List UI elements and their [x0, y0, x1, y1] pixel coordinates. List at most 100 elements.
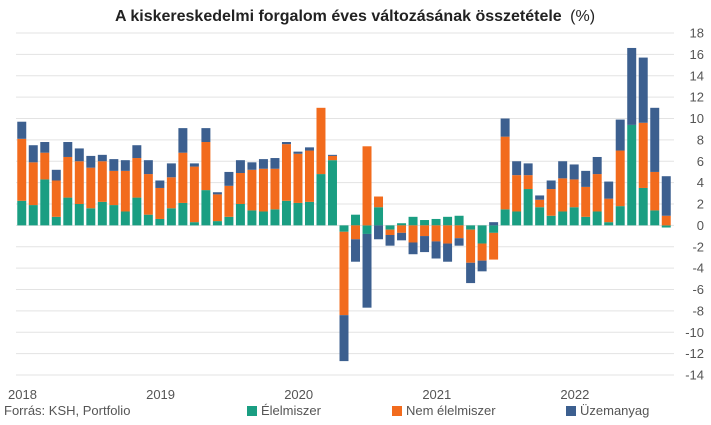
bar-segment	[178, 128, 188, 153]
bar-segment	[581, 186, 591, 217]
y-tick-label: 10	[690, 111, 704, 126]
bar-segment	[581, 170, 591, 187]
legend-item: Nem élelmiszer	[392, 403, 496, 418]
bar-segment	[374, 196, 384, 208]
bar-segment	[212, 192, 222, 195]
y-axis: -14 -12 -10 -8 -6 -4 -2 0 2 4 6 8 10 12 14 16 18	[685, 26, 704, 383]
bar-segment	[293, 151, 303, 154]
bar-segment	[17, 200, 27, 226]
bar-segment	[109, 170, 119, 206]
bar-segment	[51, 180, 61, 217]
bar-segment	[63, 197, 73, 226]
bar-segment	[40, 179, 50, 226]
bar-segment	[385, 234, 395, 246]
bar-segment	[650, 171, 660, 211]
bar-segment	[316, 174, 326, 226]
bar-segment	[408, 225, 418, 243]
bar-segment	[650, 210, 660, 226]
bar-segment	[166, 163, 176, 178]
bar-segment	[293, 202, 303, 226]
x-tick-label: 2021	[422, 387, 451, 402]
y-tick-label: 14	[690, 68, 704, 83]
bar-segment	[304, 150, 314, 202]
bar-segment	[627, 47, 637, 125]
bar-segment	[466, 262, 476, 284]
bar-segment	[97, 201, 107, 226]
bar-segment	[224, 171, 234, 186]
bar-segment	[535, 199, 545, 208]
bar-segment	[270, 158, 280, 169]
bar-segment	[281, 142, 291, 145]
bar-segment	[397, 232, 407, 241]
bar-segment	[397, 225, 407, 233]
bar-segment	[420, 220, 430, 226]
bar-segment	[258, 159, 268, 169]
bar-segment	[74, 161, 84, 204]
y-tick-label: 12	[690, 90, 704, 105]
bar-segment	[546, 180, 556, 190]
bar-segment	[454, 238, 464, 246]
bar-segment	[86, 208, 96, 226]
bar-segment	[189, 222, 199, 226]
x-axis: 2018 2019 2020 2021 2022	[8, 387, 589, 402]
bar-segment	[235, 173, 245, 204]
bar-segment	[212, 194, 222, 222]
y-tick-label: -10	[685, 325, 704, 340]
bar-segment	[661, 225, 671, 228]
bar-segment	[132, 197, 142, 226]
bar-segment	[339, 231, 349, 316]
bar-segment	[650, 107, 660, 172]
bar-segment	[316, 107, 326, 175]
bar-segment	[638, 122, 648, 188]
bar-segment	[615, 150, 625, 207]
bar-segment	[546, 189, 556, 216]
y-tick-label: 4	[697, 175, 704, 190]
bar-segment	[201, 142, 211, 191]
bar-segment	[431, 241, 441, 259]
bar-segment	[132, 145, 142, 159]
chart-title-text: A kiskereskedelmi forgalom éves változás…	[115, 8, 562, 25]
bar-segment	[166, 177, 176, 209]
bar-segment	[281, 200, 291, 226]
bar-segment	[201, 128, 211, 143]
legend-swatch	[392, 406, 402, 416]
bar-segment	[328, 160, 337, 226]
bar-segment	[489, 222, 499, 226]
bar-segment	[443, 243, 453, 262]
bar-segment	[178, 152, 188, 203]
bar-segment	[178, 202, 188, 226]
bar-segment	[535, 195, 545, 200]
y-tick-label: -14	[685, 368, 704, 383]
bar-segment	[466, 229, 476, 263]
bar-segment	[500, 209, 510, 226]
y-tick-label: -8	[692, 303, 704, 318]
bar-segment	[466, 225, 476, 230]
y-tick-label: 18	[690, 26, 704, 41]
y-tick-label: 16	[690, 47, 704, 62]
bar-segment	[40, 152, 50, 180]
bar-segment	[17, 138, 27, 201]
bar-segment	[281, 144, 291, 201]
legend-label: Üzemanyag	[580, 403, 649, 418]
bar-segment	[362, 146, 372, 226]
legend-label: Élelmiszer	[261, 403, 322, 418]
bar-segment	[304, 201, 314, 226]
y-tick-label: 6	[697, 154, 704, 169]
bar-segment	[546, 215, 556, 226]
bar-segment	[304, 147, 314, 151]
bar-segment	[86, 167, 96, 209]
bar-segment	[569, 179, 579, 208]
bar-segment	[420, 225, 430, 237]
source-note: Forrás: KSH, Portfolio	[4, 403, 130, 418]
bar-segment	[270, 168, 280, 210]
bar-segment	[155, 187, 165, 219]
bar-segment	[523, 163, 533, 176]
x-tick-label: 2019	[146, 387, 175, 402]
bar-segment	[132, 158, 142, 198]
bar-segment	[408, 216, 418, 226]
bar-segment	[431, 218, 441, 226]
bar-segment	[512, 211, 522, 226]
bar-segment	[166, 208, 176, 226]
bar-segment	[351, 214, 360, 226]
bar-segment	[362, 225, 372, 234]
